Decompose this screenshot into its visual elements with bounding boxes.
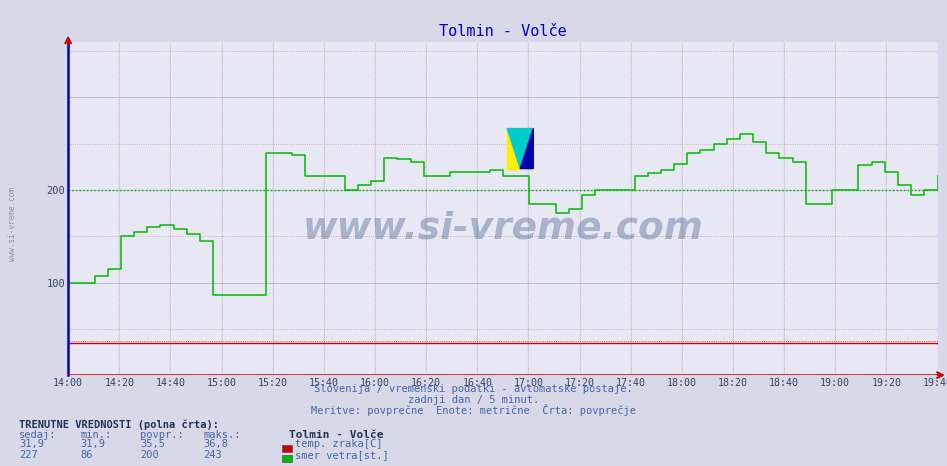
Text: 243: 243 bbox=[204, 450, 223, 459]
Text: TRENUTNE VREDNOSTI (polna črta):: TRENUTNE VREDNOSTI (polna črta): bbox=[19, 419, 219, 430]
Polygon shape bbox=[508, 129, 520, 169]
Text: temp. zraka[C]: temp. zraka[C] bbox=[295, 439, 383, 449]
Text: zadnji dan / 5 minut.: zadnji dan / 5 minut. bbox=[408, 395, 539, 405]
Text: 200: 200 bbox=[140, 450, 159, 459]
Text: Slovenija / vremenski podatki - avtomatske postaje.: Slovenija / vremenski podatki - avtomats… bbox=[314, 384, 633, 394]
Text: sedaj:: sedaj: bbox=[19, 430, 57, 440]
Text: maks.:: maks.: bbox=[204, 430, 241, 440]
Text: www.si-vreme.com: www.si-vreme.com bbox=[8, 187, 17, 260]
Title: Tolmin - Volče: Tolmin - Volče bbox=[439, 24, 566, 40]
Text: www.si-vreme.com: www.si-vreme.com bbox=[302, 211, 704, 247]
Text: 86: 86 bbox=[80, 450, 93, 459]
Polygon shape bbox=[508, 129, 533, 169]
Polygon shape bbox=[520, 129, 533, 169]
Text: Meritve: povprečne  Enote: metrične  Črta: povprečje: Meritve: povprečne Enote: metrične Črta:… bbox=[311, 404, 636, 416]
Text: 31,9: 31,9 bbox=[80, 439, 105, 449]
Text: 227: 227 bbox=[19, 450, 38, 459]
Text: smer vetra[st.]: smer vetra[st.] bbox=[295, 450, 389, 459]
Text: Tolmin - Volče: Tolmin - Volče bbox=[289, 430, 384, 440]
Text: 36,8: 36,8 bbox=[204, 439, 228, 449]
Text: povpr.:: povpr.: bbox=[140, 430, 184, 440]
Text: 31,9: 31,9 bbox=[19, 439, 44, 449]
Text: 35,5: 35,5 bbox=[140, 439, 165, 449]
Text: min.:: min.: bbox=[80, 430, 112, 440]
